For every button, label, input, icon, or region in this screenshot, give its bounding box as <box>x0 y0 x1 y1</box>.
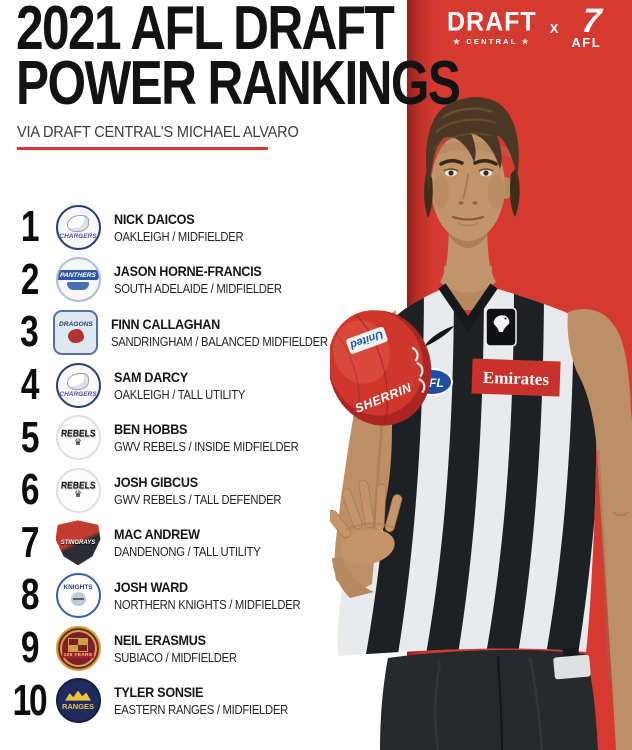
draft-central-subword: ★ CENTRAL ★ <box>453 36 531 46</box>
ball-laces <box>411 346 419 362</box>
player-name: JOSH WARD <box>114 578 188 595</box>
rank-number: 5 <box>20 412 40 462</box>
club-logo-label: RANGES <box>61 701 95 711</box>
ranking-row: 2 PANTHERS JASON HORNE-FRANCIS SOUTH ADE… <box>6 254 352 307</box>
rank-number: 7 <box>20 517 40 567</box>
player-name: FINN CALLAGHAN <box>111 315 221 332</box>
club-logo-label: CHARGERS <box>59 232 97 240</box>
player-hand <box>330 479 403 598</box>
sherrin-football: United SHERRIN <box>330 310 432 426</box>
club-logo-northern-knights: KNIGHTS <box>55 572 101 618</box>
ranking-row: 8 KNIGHTS JOSH WARD NORTHERN KNIGHTS / M… <box>6 569 352 622</box>
v-neck-collar <box>438 283 498 332</box>
red-underline <box>17 147 268 150</box>
ranking-row: 1 CHARGERS NICK DAICOS OAKLEIGH / MIDFIE… <box>6 201 352 254</box>
rank-number: 10 <box>12 675 48 725</box>
player-club-position: NORTHERN KNIGHTS / MIDFIELDER <box>114 597 301 612</box>
rankings-list: 1 CHARGERS NICK DAICOS OAKLEIGH / MIDFIE… <box>6 201 352 727</box>
club-logo-dandenong-stingrays: STINGRAYS <box>55 520 101 566</box>
jersey-hem-tag <box>553 647 591 680</box>
player-club-position: OAKLEIGH / MIDFIELDER <box>114 229 244 244</box>
player-right-arm <box>567 309 632 750</box>
emirates-sponsor-patch: Emirates <box>471 358 561 397</box>
club-logo-label: STINGRAYS <box>60 539 96 546</box>
player-hair <box>424 97 520 218</box>
club-logo-subiaco: 125 YEARS <box>55 625 101 671</box>
club-logo-label: PANTHERS <box>57 269 99 280</box>
club-logo-art: ♛ <box>73 490 83 501</box>
collab-x-mark: X <box>549 21 559 37</box>
player-club-position: EASTERN RANGES / MIDFIELDER <box>114 703 288 718</box>
ranking-row: 4 CHARGERS SAM DARCY OAKLEIGH / TALL UTI… <box>6 359 352 412</box>
rank-number: 6 <box>20 465 40 515</box>
player-club-position: DANDENONG / TALL UTILITY <box>114 545 261 560</box>
player-club-position: SOUTH ADELAIDE / MIDFIELDER <box>114 282 282 297</box>
seven-afl-logo: 7 AFL <box>571 2 604 50</box>
draft-central-logo: DRAFT ★ CENTRAL ★ <box>447 6 537 46</box>
seven-network-logo: 7 <box>580 2 604 40</box>
player-name: JOSH GIBCUS <box>114 473 198 490</box>
club-logo-south-adelaide-panthers: PANTHERS <box>55 257 101 303</box>
page-title: 2021 AFL DRAFT POWER RANKINGS <box>16 0 570 118</box>
player-name: BEN HOBBS <box>114 421 188 438</box>
svg-text:Emirates: Emirates <box>483 368 550 389</box>
player-club-position: GWV REBELS / INSIDE MIDFIELDER <box>114 440 299 455</box>
nike-swoosh-icon <box>426 326 454 346</box>
subtitle: VIA DRAFT CENTRAL'S MICHAEL ALVARO <box>17 124 299 141</box>
title-line-2: POWER RANKINGS <box>16 48 461 118</box>
club-logo-oakleigh-chargers: CHARGERS <box>55 362 101 408</box>
afl-wordmark: AFL <box>571 34 602 50</box>
rank-number: 8 <box>20 570 40 620</box>
club-logo-art <box>67 372 89 390</box>
ranking-row: 5 ♛ REBELS BEN HOBBS GWV REBELS / INSIDE… <box>6 411 352 464</box>
club-logo-label: 125 YEARS <box>61 653 95 659</box>
club-logo-label: KNIGHTS <box>63 584 93 592</box>
rank-number: 4 <box>20 360 40 410</box>
club-logo-art <box>67 214 89 232</box>
ranking-row: 7 STINGRAYS MAC ANDREW DANDENONG / TALL … <box>6 517 352 570</box>
player-name: MAC ANDREW <box>114 526 200 543</box>
ranking-row: 6 ♛ REBELS JOSH GIBCUS GWV REBELS / TALL… <box>6 464 352 517</box>
club-logo-art <box>67 281 89 290</box>
club-logo-art <box>70 592 86 607</box>
club-logo-art: ♛ <box>73 437 83 448</box>
player-club-position: SUBIACO / MIDFIELDER <box>114 650 237 665</box>
player-name: JASON HORNE-FRANCIS <box>114 263 262 280</box>
player-shorts <box>380 647 598 750</box>
rank-number: 3 <box>20 307 39 357</box>
club-logo-label: CHARGERS <box>59 390 97 398</box>
player-club-position: OAKLEIGH / TALL UTILITY <box>114 387 246 402</box>
club-logo-art <box>65 690 91 701</box>
player-club-position: GWV REBELS / TALL DEFENDER <box>114 492 282 507</box>
collingwood-magpie-badge <box>485 307 517 347</box>
club-logo-art <box>67 329 84 344</box>
club-logo-label: REBELS <box>60 426 96 439</box>
club-logo-gwv-rebels: ♛ REBELS <box>55 467 101 513</box>
club-logo-sandringham-dragons: DRAGONS <box>53 309 99 355</box>
brand-lockup: DRAFT ★ CENTRAL ★ X 7 AFL <box>447 2 604 50</box>
rank-number: 9 <box>20 623 40 673</box>
player-name: SAM DARCY <box>114 368 188 385</box>
club-logo-gwv-rebels: ♛ REBELS <box>55 415 101 461</box>
player-name: NEIL ERASMUS <box>114 631 206 648</box>
club-logo-oakleigh-chargers: CHARGERS <box>55 204 101 250</box>
title-line-1: 2021 AFL DRAFT <box>16 0 395 63</box>
draft-central-wordmark: DRAFT <box>447 6 537 38</box>
ranking-row: 3 DRAGONS FINN CALLAGHAN SANDRINGHAM / B… <box>6 306 352 359</box>
ranking-row: 9 125 YEARS NEIL ERASMUS SUBIACO / MIDFI… <box>6 622 352 675</box>
club-logo-art <box>68 637 88 652</box>
rank-number: 1 <box>20 202 40 252</box>
rank-number: 2 <box>20 254 40 304</box>
player-club-position: SANDRINGHAM / BALANCED MIDFIELDER <box>111 334 328 349</box>
club-logo-label: DRAGONS <box>59 321 93 329</box>
player-name: NICK DAICOS <box>114 210 195 227</box>
club-logo-eastern-ranges: RANGES <box>55 678 101 724</box>
player-photo: AFL Emirates <box>330 97 632 750</box>
club-logo-label: REBELS <box>60 479 96 492</box>
player-name: TYLER SONSIE <box>114 684 204 701</box>
ranking-row: 10 RANGES TYLER SONSIE EASTERN RANGES / … <box>6 674 352 727</box>
